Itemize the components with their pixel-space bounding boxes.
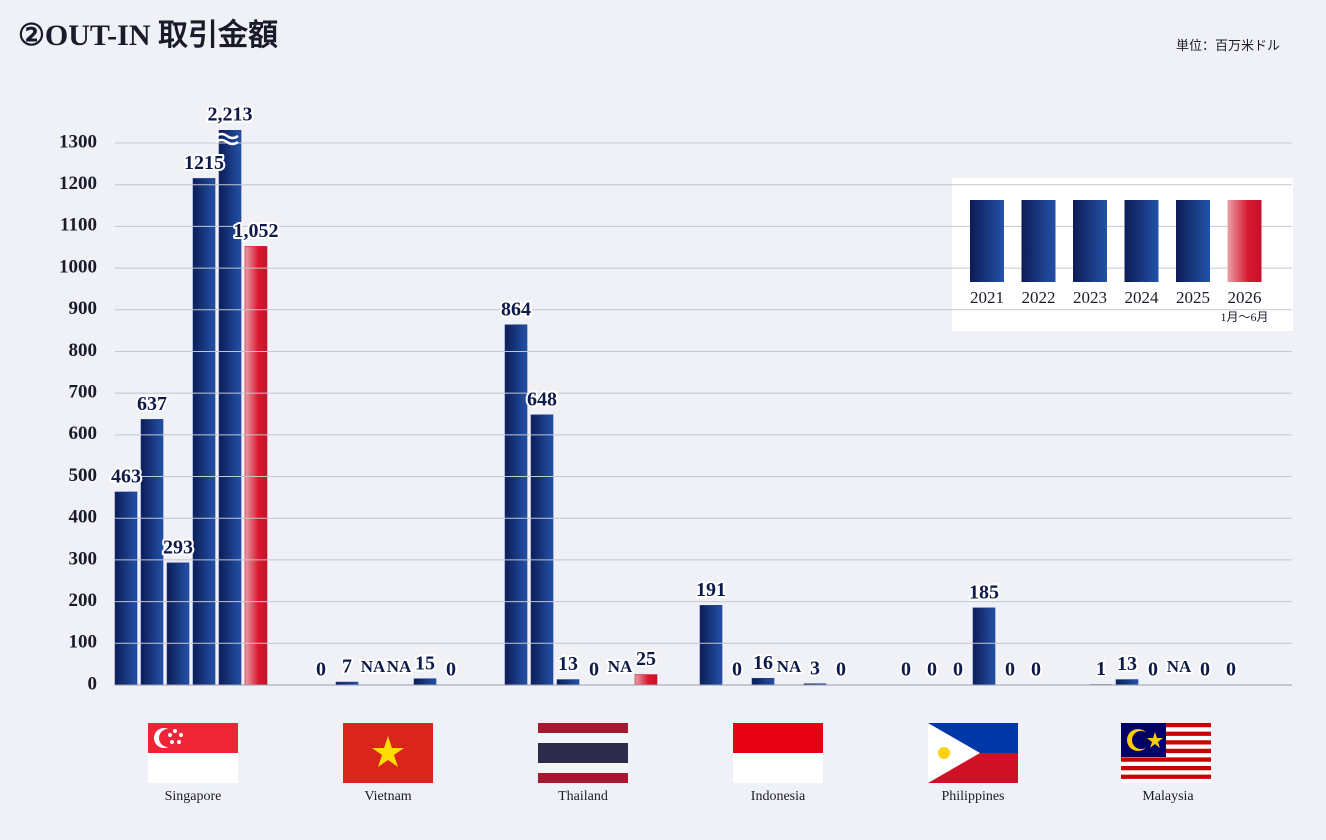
x-tick-label: Singapore: [165, 789, 222, 804]
bar: [192, 178, 216, 686]
y-tick-label: 1100: [60, 215, 97, 236]
legend-swatch: [1073, 200, 1107, 282]
flag-indonesia: [733, 723, 823, 783]
legend-swatch: [1124, 200, 1159, 282]
legend-swatch: [1021, 200, 1056, 282]
data-label: 648: [527, 388, 557, 410]
data-label: NA: [387, 657, 412, 676]
data-label: 0: [1005, 659, 1015, 681]
legend-label: 2024: [1125, 288, 1160, 307]
data-label: 0: [901, 659, 911, 681]
legend-swatch: [1176, 200, 1210, 282]
data-label: 185: [969, 581, 999, 603]
data-label: 0: [316, 659, 326, 681]
legend-swatch: [1227, 200, 1262, 282]
data-label: 191: [696, 579, 726, 601]
plot-area: [114, 130, 1139, 686]
data-label: 3: [810, 657, 820, 679]
bar: [530, 414, 554, 686]
data-label: 25: [636, 648, 656, 670]
data-label: 864: [501, 298, 531, 320]
bar: [114, 491, 138, 686]
x-tick-label: Philippines: [941, 789, 1004, 804]
data-label: 15: [415, 652, 435, 674]
x-tick-label: Malaysia: [1142, 789, 1194, 804]
y-tick-label: 1300: [59, 131, 97, 152]
data-label: 7: [342, 656, 352, 678]
flag-vietnam: [343, 723, 433, 783]
bar: [1115, 679, 1139, 686]
data-label: NA: [1167, 657, 1192, 676]
flag-philippines: [928, 723, 1018, 783]
data-label: 0: [836, 659, 846, 681]
y-tick-label: 0: [88, 673, 98, 694]
data-label: 1: [1096, 658, 1106, 680]
flag-malaysia: [1121, 723, 1211, 783]
data-label: NA: [361, 657, 386, 676]
bar: [972, 607, 996, 686]
data-label: 0: [1148, 659, 1158, 681]
data-label: 13: [558, 653, 578, 675]
data-label: 637: [137, 393, 167, 415]
data-label: 0: [446, 659, 456, 681]
y-tick-label: 300: [69, 548, 98, 569]
flag-thailand: [538, 723, 628, 783]
legend-label: 2021: [970, 288, 1004, 307]
chart-title: ②OUT-IN 取引金額: [18, 18, 278, 52]
y-tick-label: 100: [69, 632, 98, 653]
data-label: 0: [732, 659, 742, 681]
y-tick-label: 600: [69, 423, 98, 444]
bar: [166, 562, 190, 686]
y-tick-label: 800: [69, 340, 98, 361]
legend-label: 2023: [1073, 288, 1107, 307]
y-tick-label: 500: [69, 465, 98, 486]
y-tick-label: 900: [69, 298, 98, 319]
y-tick-label: 1200: [59, 173, 97, 194]
axis-break: [215, 132, 239, 146]
bar: [413, 678, 437, 686]
data-label: 1215: [184, 152, 224, 174]
data-label: 16: [753, 652, 773, 674]
data-label: 0: [1200, 659, 1210, 681]
data-label: 293: [163, 536, 193, 558]
data-label: 0: [1031, 659, 1041, 681]
x-tick-label: Indonesia: [751, 789, 806, 804]
y-tick-label: 400: [69, 507, 98, 528]
data-label: NA: [777, 657, 802, 676]
bar: [244, 246, 268, 686]
legend-swatch: [970, 200, 1004, 282]
bar: [504, 324, 528, 686]
data-label: 463: [111, 466, 141, 488]
y-tick-label: 700: [69, 382, 98, 403]
x-tick-label: Thailand: [558, 789, 608, 804]
bar: [751, 678, 775, 686]
flag-singapore: [148, 723, 238, 783]
data-label: NA: [608, 657, 633, 676]
legend-note: 1月～6月: [1220, 310, 1268, 324]
data-label: 1,052: [234, 220, 279, 242]
data-label: 0: [1226, 659, 1236, 681]
legend-label: 2026: [1228, 288, 1262, 307]
data-label: 0: [927, 659, 937, 681]
y-tick-label: 1000: [59, 256, 97, 277]
legend-label: 2022: [1022, 288, 1056, 307]
y-tick-label: 200: [69, 590, 98, 611]
legend-label: 2025: [1176, 288, 1210, 307]
bar: [140, 419, 164, 686]
bar: [634, 674, 658, 686]
data-label: 13: [1117, 653, 1137, 675]
x-tick-label: Vietnam: [364, 789, 411, 804]
data-label: 0: [953, 659, 963, 681]
unit-label: 単位：百万米ドル: [1176, 38, 1280, 53]
bar: [699, 605, 723, 686]
bar: [556, 679, 580, 686]
data-label: 2,213: [208, 104, 253, 126]
data-label: 0: [589, 659, 599, 681]
